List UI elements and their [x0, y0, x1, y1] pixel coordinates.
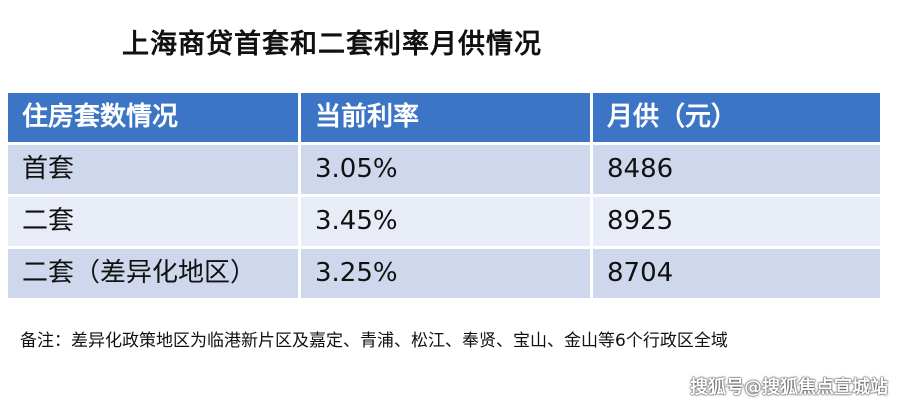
table-row: 首套 3.05% 8486 [8, 145, 880, 194]
table-header: 住房套数情况 当前利率 月供（元） [8, 93, 880, 142]
table-cell: 首套 [8, 145, 298, 194]
table-cell: 8704 [593, 249, 880, 298]
watermark: 搜狐号@搜狐焦点宣城站 [690, 377, 888, 398]
table-row: 二套（差异化地区） 3.25% 8704 [8, 249, 880, 298]
table-cell: 3.25% [301, 249, 590, 298]
table-cell: 二套（差异化地区） [8, 249, 298, 298]
table-row: 二套 3.45% 8925 [8, 197, 880, 246]
table-cell: 3.45% [301, 197, 590, 246]
header-cell: 住房套数情况 [8, 93, 298, 142]
header-cell: 当前利率 [301, 93, 590, 142]
header-cell: 月供（元） [593, 93, 880, 142]
footnote: 备注：差异化政策地区为临港新片区及嘉定、青浦、松江、奉贤、宝山、金山等6个行政区… [20, 331, 728, 351]
table-cell: 3.05% [301, 145, 590, 194]
page-title: 上海商贷首套和二套利率月供情况 [122, 29, 542, 60]
table-cell: 二套 [8, 197, 298, 246]
table-cell: 8486 [593, 145, 880, 194]
table-cell: 8925 [593, 197, 880, 246]
rate-table: 住房套数情况 当前利率 月供（元） 首套 3.05% 8486 二套 3.45%… [8, 93, 880, 301]
